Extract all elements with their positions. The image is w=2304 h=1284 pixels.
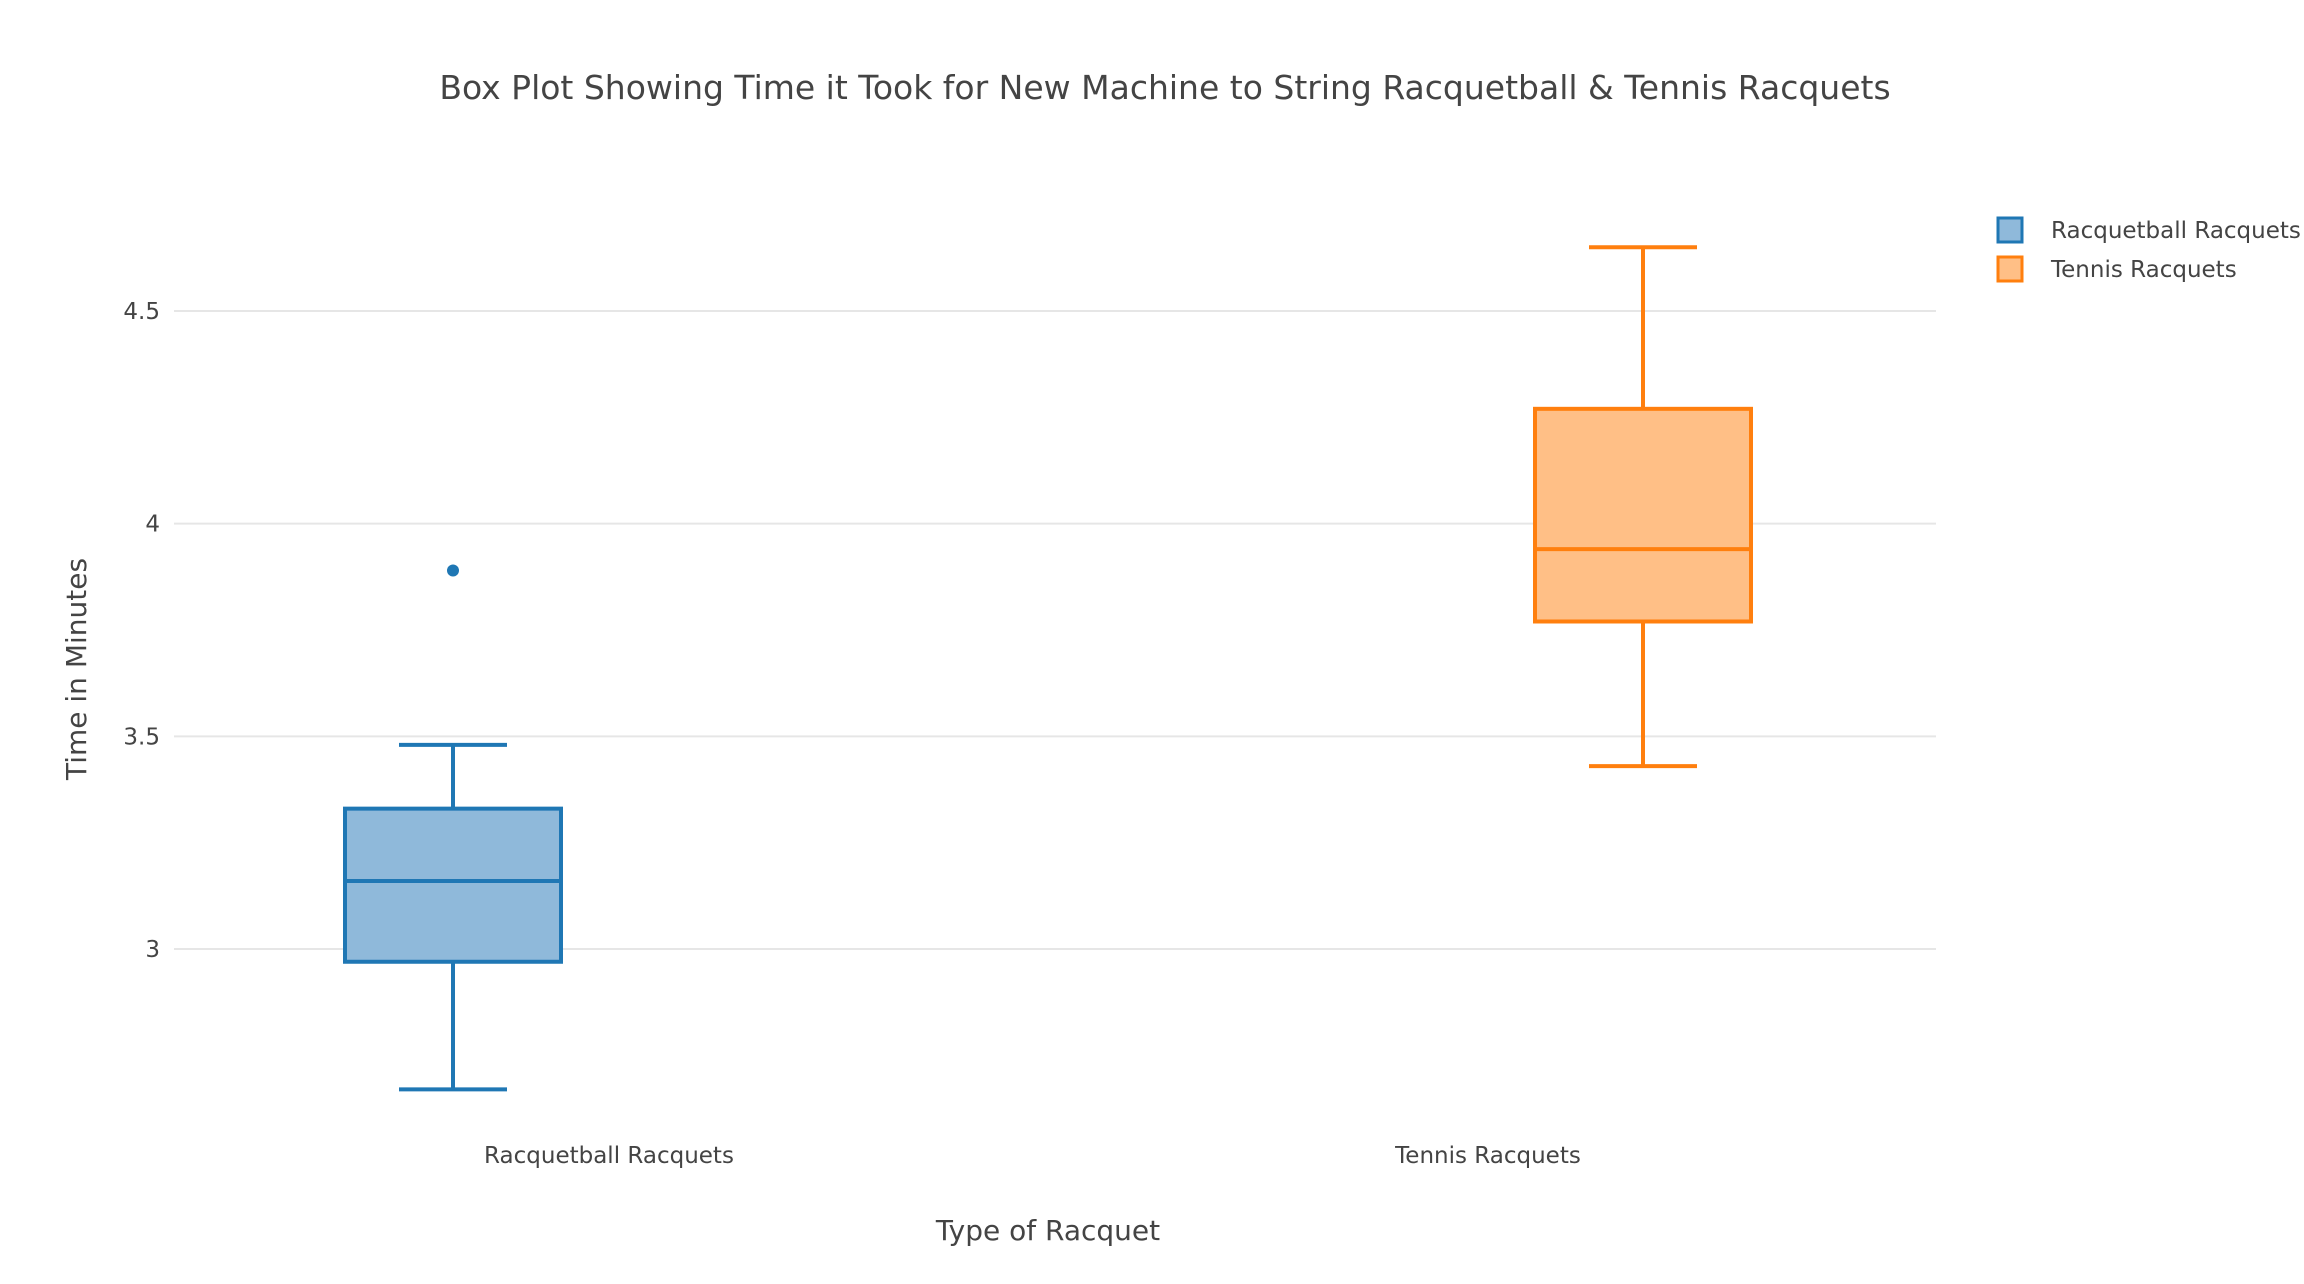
x-tick-label: Racquetball Racquets — [484, 1143, 734, 1169]
outlier-point[interactable] — [447, 564, 459, 577]
legend-swatch — [1996, 255, 2024, 283]
legend-swatch — [1996, 216, 2024, 244]
y-axis-title: Time in Minutes — [60, 558, 93, 781]
box-racquetball — [343, 564, 563, 1092]
x-axis-ticks: Racquetball Racquets Tennis Racquets — [484, 1143, 1581, 1169]
y-tick-label: 4 — [145, 512, 160, 538]
legend-item[interactable]: Tennis Racquets — [1996, 255, 2237, 283]
y-tick-label: 3.5 — [123, 724, 160, 750]
legend-label: Racquetball Racquets — [2051, 218, 2301, 244]
y-tick-label: 3 — [145, 937, 160, 963]
x-tick-label: Tennis Racquets — [1394, 1143, 1581, 1169]
y-tick-label: 4.5 — [123, 299, 160, 325]
legend-item[interactable]: Racquetball Racquets — [1996, 216, 2301, 244]
box-series — [343, 245, 1753, 1092]
iqr-box[interactable] — [1533, 406, 1753, 624]
iqr-box[interactable] — [343, 806, 563, 964]
legend: Racquetball Racquets Tennis Racquets — [1996, 216, 2301, 283]
box-tennis — [1533, 245, 1753, 769]
y-axis-ticks: 3 3.5 4 4.5 — [123, 299, 160, 963]
chart-title: Box Plot Showing Time it Took for New Ma… — [439, 68, 1890, 107]
legend-label: Tennis Racquets — [2050, 257, 2237, 283]
x-axis-title: Type of Racquet — [935, 1214, 1160, 1247]
